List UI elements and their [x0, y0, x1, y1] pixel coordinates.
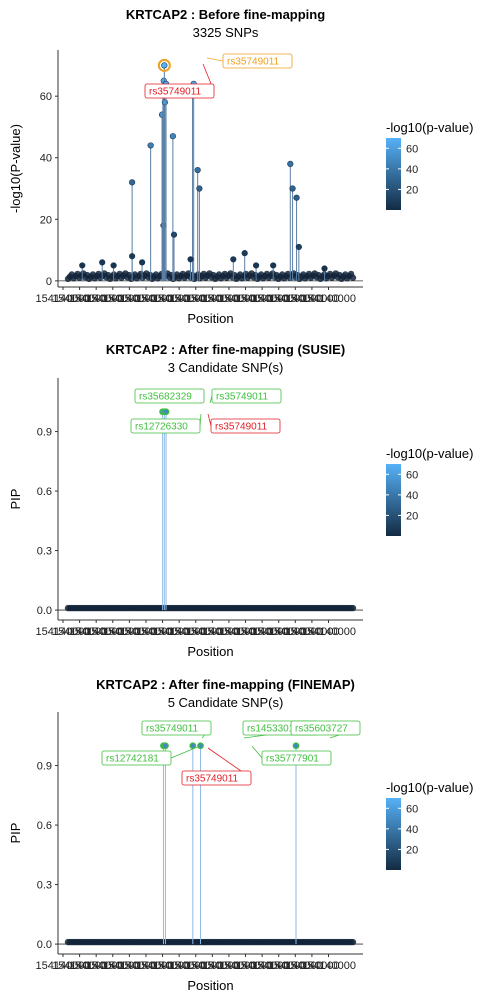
snp-label: rs12742181	[106, 754, 159, 765]
label-connector	[207, 58, 223, 61]
legend-tick-label: 60	[406, 469, 418, 481]
y-axis-label: -log10(P-value)	[8, 124, 23, 213]
snp-label: rs35749011	[216, 392, 269, 403]
snp-point	[288, 161, 294, 167]
snp-point	[350, 605, 356, 611]
snp-point	[290, 186, 296, 192]
snp-label: rs12726330	[135, 422, 188, 433]
legend-tick-label: 20	[406, 844, 418, 856]
snp-point	[162, 100, 168, 106]
snp-label: rs35682329	[139, 392, 192, 403]
y-tick-label: 0.9	[37, 427, 52, 439]
legend-tick-label: 20	[406, 510, 418, 522]
snp-point	[99, 260, 105, 266]
y-axis-label: PIP	[8, 489, 23, 510]
y-tick-label: 0.6	[37, 820, 52, 832]
legend-title: -log10(p-value)	[386, 120, 473, 135]
snp-point	[270, 263, 276, 269]
chart-panel-1: KRTCAP2 : Before fine-mapping 3325 SNPs 0 2…	[8, 7, 473, 326]
y-tick-label: 60	[40, 91, 52, 103]
snp-label: rs35749011	[227, 57, 280, 68]
label-connector	[252, 746, 262, 758]
chart-title: KRTCAP2 : Before fine-mapping	[126, 7, 325, 22]
background-snp-points	[65, 939, 356, 945]
y-tick-label: 0.9	[37, 761, 52, 773]
legend-title: -log10(p-value)	[386, 446, 473, 461]
snp-point	[294, 195, 300, 201]
legend-tick-label: 40	[406, 164, 418, 176]
chart-panel-2: KRTCAP2 : After fine-mapping (SUSIE) 3 Ca…	[8, 342, 473, 659]
x-tick-label: 154140000	[301, 626, 356, 638]
snp-point	[296, 244, 302, 250]
snp-point	[198, 743, 204, 749]
x-tick-label: 154140000	[301, 960, 356, 972]
legend-tick-label: 40	[406, 824, 418, 836]
x-tick-label: 154140000	[301, 293, 356, 305]
snp-point	[129, 180, 135, 186]
y-tick-label: 40	[40, 153, 52, 165]
snp-point	[163, 409, 169, 415]
snp-point	[163, 743, 169, 749]
y-tick-label: 0.3	[37, 880, 52, 892]
background-snp-points	[65, 605, 356, 611]
snp-label: rs35777901	[266, 754, 319, 765]
snp-point	[188, 256, 194, 262]
snp-point	[350, 275, 356, 281]
chart-panel-3: KRTCAP2 : After fine-mapping (FINEMAP) 5 …	[8, 677, 473, 993]
x-axis-label: Position	[187, 311, 233, 326]
snp-label: rs35749011	[149, 87, 202, 98]
snp-point	[231, 256, 237, 262]
snp-point	[242, 250, 248, 256]
snp-point	[253, 263, 259, 269]
y-tick-label: 20	[40, 214, 52, 226]
snp-point	[111, 263, 117, 269]
chart-title: KRTCAP2 : After fine-mapping (FINEMAP)	[96, 677, 355, 692]
x-axis-label: Position	[187, 978, 233, 993]
y-tick-label: 0	[46, 276, 52, 288]
snp-point	[171, 232, 177, 238]
snp-point	[79, 263, 85, 269]
snp-point	[190, 743, 196, 749]
label-connector	[171, 746, 200, 758]
chart-title: KRTCAP2 : After fine-mapping (SUSIE)	[106, 342, 345, 357]
y-axis-label: PIP	[8, 823, 23, 844]
snp-point	[139, 260, 145, 266]
snp-point	[129, 253, 135, 259]
snp-point	[162, 63, 168, 69]
y-tick-label: 0.6	[37, 486, 52, 498]
chart-subtitle: 5 Candidate SNP(s)	[168, 695, 284, 710]
snp-point	[197, 186, 203, 192]
y-tick-label: 0.3	[37, 546, 52, 558]
snp-label: rs35749011	[186, 774, 239, 785]
snp-label: rs35749011	[146, 724, 199, 735]
snp-point	[293, 743, 299, 749]
snp-point	[322, 266, 328, 272]
legend-tick-label: 20	[406, 184, 418, 196]
x-axis-label: Position	[187, 644, 233, 659]
legend-title: -log10(p-value)	[386, 780, 473, 795]
snp-point	[195, 167, 201, 173]
chart-subtitle: 3325 SNPs	[193, 25, 259, 40]
legend-tick-label: 60	[406, 143, 418, 155]
label-connector	[208, 414, 211, 426]
legend-tick-label: 60	[406, 803, 418, 815]
legend-colorbar	[386, 138, 401, 210]
snp-label: rs35603727	[295, 724, 348, 735]
snp-point	[148, 143, 154, 149]
snp-point	[170, 133, 176, 139]
y-tick-label: 0.0	[37, 605, 52, 617]
snp-point	[350, 939, 356, 945]
legend-tick-label: 40	[406, 490, 418, 502]
background-snp-points	[65, 270, 356, 282]
legend-colorbar	[386, 464, 401, 536]
legend-colorbar	[386, 798, 401, 870]
snp-label: rs35749011	[215, 422, 268, 433]
chart-subtitle: 3 Candidate SNP(s)	[168, 360, 284, 375]
y-tick-label: 0.0	[37, 939, 52, 951]
